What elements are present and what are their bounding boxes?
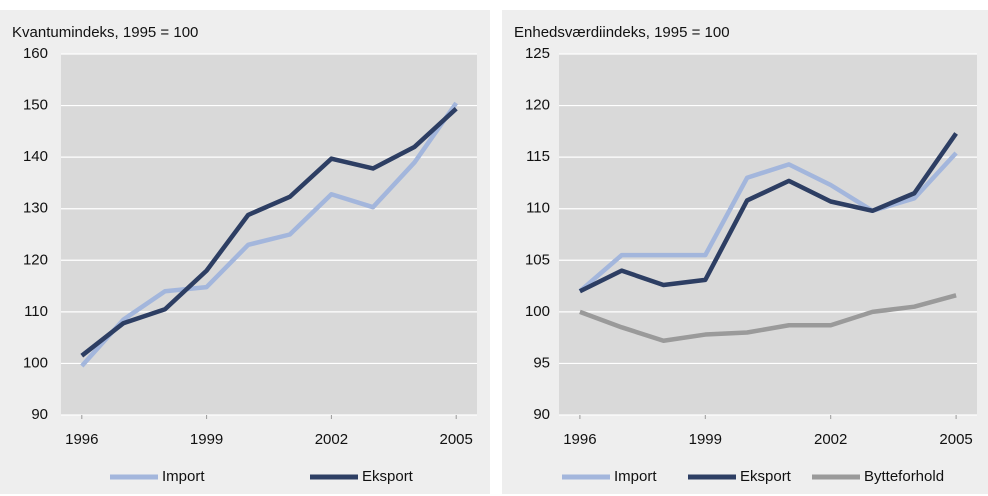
legend-label: Bytteforhold (864, 468, 944, 485)
y-tick-label: 125 (525, 45, 550, 62)
series-line (578, 151, 958, 293)
y-tick-label: 160 (23, 45, 48, 62)
x-tick-label: 2005 (440, 431, 473, 448)
y-tick-label: 130 (23, 200, 48, 217)
y-tick-label: 110 (24, 303, 48, 320)
x-tick-label: 1996 (563, 431, 596, 448)
chart-title: Enhedsværdiindeks, 1995 = 100 (514, 24, 730, 41)
plot-area (61, 54, 477, 415)
x-tick-label: 2002 (315, 431, 348, 448)
series-line (579, 293, 957, 343)
legend-label: Eksport (740, 468, 792, 485)
y-tick-label: 90 (533, 406, 550, 423)
y-tick-label: 105 (525, 251, 550, 268)
plot-area (559, 54, 977, 415)
x-tick-label: 2002 (814, 431, 847, 448)
y-tick-label: 90 (31, 406, 48, 423)
y-tick-label: 100 (23, 354, 48, 371)
y-tick-label: 115 (526, 148, 550, 165)
y-tick-label: 150 (23, 97, 48, 114)
legend-label: Import (614, 468, 657, 485)
legend-label: Import (162, 468, 205, 485)
series-line (80, 107, 458, 358)
x-tick-label: 1999 (190, 431, 223, 448)
y-tick-label: 140 (23, 148, 48, 165)
x-tick-label: 1999 (689, 431, 722, 448)
series-line (80, 101, 459, 368)
y-tick-label: 120 (23, 251, 48, 268)
y-tick-label: 110 (526, 200, 550, 217)
x-tick-label: 1996 (65, 431, 98, 448)
series-line (578, 132, 958, 294)
y-tick-label: 100 (525, 303, 550, 320)
legend-label: Eksport (362, 468, 414, 485)
x-tick-label: 2005 (939, 431, 972, 448)
chart-title: Kvantumindeks, 1995 = 100 (12, 24, 198, 41)
y-tick-label: 95 (533, 354, 550, 371)
y-tick-label: 120 (525, 97, 550, 114)
